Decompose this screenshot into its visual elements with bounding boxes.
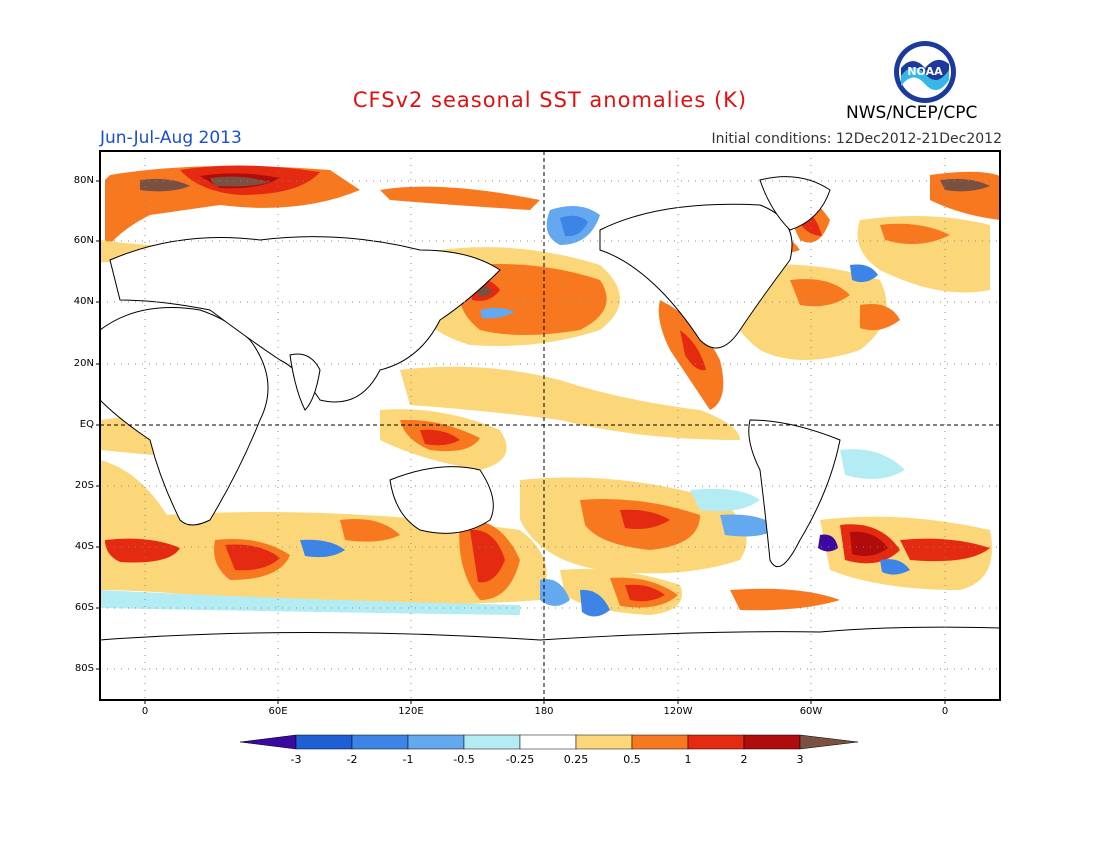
map-title: CFSv2 seasonal SST anomalies (K) <box>352 88 748 112</box>
colorbar-label: 1 <box>684 753 692 766</box>
colorbar-segment <box>519 734 577 750</box>
lat-label: 60S <box>74 602 94 613</box>
noaa-logo: NOAA <box>894 41 956 103</box>
lon-label: 60E <box>268 706 288 717</box>
lat-label: 80S <box>74 663 94 674</box>
colorbar-label: -1 <box>402 753 414 766</box>
lat-label: 40S <box>74 541 94 552</box>
season-label: Jun-Jul-Aug 2013 <box>100 128 242 148</box>
colorbar-arrow-low <box>239 734 297 750</box>
colorbar-segment <box>743 734 801 750</box>
lon-label: 60W <box>799 706 823 717</box>
lat-label: 80N <box>73 175 94 186</box>
lon-label: 180 <box>534 706 554 717</box>
map-gridlines <box>100 151 1000 700</box>
colorbar-segment <box>631 734 689 750</box>
colorbar-label: -3 <box>290 753 302 766</box>
colorbar-segment <box>351 734 409 750</box>
colorbar-arrow-high <box>799 734 859 750</box>
lat-label: 60N <box>73 235 94 246</box>
lon-label: 0 <box>941 706 949 717</box>
lat-label: 20S <box>74 480 94 491</box>
equator-dateline <box>100 151 1000 700</box>
lon-label: 120W <box>663 706 693 717</box>
colorbar <box>239 734 859 750</box>
initial-conditions-label: Initial conditions: 12Dec2012-21Dec2012 <box>711 131 1003 147</box>
colorbar-label: 0.5 <box>623 753 641 766</box>
colorbar-segment <box>463 734 521 750</box>
colorbar-label: 0.25 <box>563 753 589 766</box>
agency-label: NWS/NCEP/CPC <box>846 103 978 123</box>
lat-label: 20N <box>73 358 94 369</box>
colorbar-segment <box>407 734 465 750</box>
colorbar-label: -2 <box>346 753 358 766</box>
colorbar-label: -0.25 <box>505 753 535 766</box>
lon-label: 120E <box>398 706 424 717</box>
lon-label: 0 <box>141 706 149 717</box>
axis-ticks <box>96 180 946 704</box>
colorbar-segment <box>295 734 353 750</box>
colorbar-label: -0.5 <box>453 753 475 766</box>
lat-label: EQ <box>79 419 94 430</box>
colorbar-segment <box>575 734 633 750</box>
logo-text: NOAA <box>907 65 943 78</box>
coastlines <box>99 176 1001 701</box>
lat-label: 40N <box>73 296 94 307</box>
colorbar-label: 3 <box>796 753 804 766</box>
colorbar-label: 2 <box>740 753 748 766</box>
colorbar-segment <box>687 734 745 750</box>
